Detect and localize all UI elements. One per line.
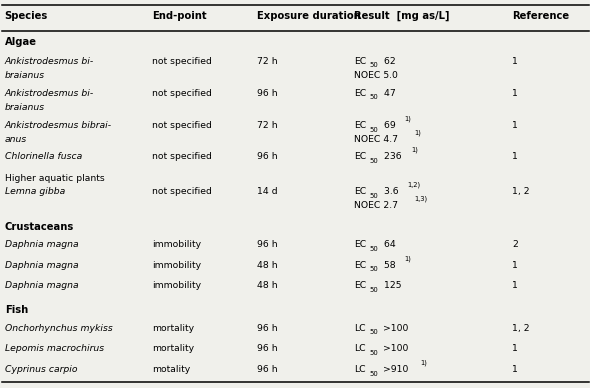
Text: 2: 2: [512, 240, 518, 249]
Text: End-point: End-point: [152, 10, 207, 21]
Text: 96 h: 96 h: [257, 344, 277, 353]
Text: anus: anus: [5, 135, 27, 144]
Text: 50: 50: [370, 287, 379, 293]
Text: LC: LC: [354, 324, 366, 333]
Text: 50: 50: [370, 126, 379, 132]
Text: not specified: not specified: [152, 57, 212, 66]
Text: 72 h: 72 h: [257, 57, 277, 66]
Text: 1: 1: [512, 57, 518, 66]
Text: Lepomis macrochirus: Lepomis macrochirus: [5, 344, 104, 353]
Text: EC: EC: [354, 152, 366, 161]
Text: 1: 1: [512, 121, 518, 130]
Text: 1: 1: [512, 261, 518, 270]
Text: 50: 50: [370, 267, 379, 272]
Text: Daphnia magna: Daphnia magna: [5, 261, 78, 270]
Text: immobility: immobility: [152, 240, 201, 249]
Text: mortality: mortality: [152, 344, 194, 353]
Text: >100: >100: [381, 324, 409, 333]
Text: Onchorhynchus mykiss: Onchorhynchus mykiss: [5, 324, 113, 333]
Text: not specified: not specified: [152, 89, 212, 98]
Text: 1: 1: [512, 281, 518, 291]
Text: Daphnia magna: Daphnia magna: [5, 240, 78, 249]
Text: 96 h: 96 h: [257, 152, 277, 161]
Text: Result  [mg as/L]: Result [mg as/L]: [354, 10, 450, 21]
Text: 50: 50: [370, 193, 379, 199]
Text: 50: 50: [370, 246, 379, 252]
Text: not specified: not specified: [152, 121, 212, 130]
Text: 69: 69: [381, 121, 399, 130]
Text: Ankistrodesmus bi-: Ankistrodesmus bi-: [5, 89, 94, 98]
Text: EC: EC: [354, 261, 366, 270]
Text: EC: EC: [354, 240, 366, 249]
Text: 1, 2: 1, 2: [512, 324, 530, 333]
Text: Fish: Fish: [5, 305, 28, 315]
Text: 236: 236: [381, 152, 405, 161]
Text: Daphnia magna: Daphnia magna: [5, 281, 78, 291]
Text: 1: 1: [512, 152, 518, 161]
Text: not specified: not specified: [152, 187, 212, 196]
Text: Reference: Reference: [512, 10, 569, 21]
Text: EC: EC: [354, 89, 366, 98]
Text: EC: EC: [354, 57, 366, 66]
Text: braianus: braianus: [5, 103, 45, 112]
Text: 48 h: 48 h: [257, 281, 277, 291]
Text: Exposure duration: Exposure duration: [257, 10, 360, 21]
Text: 1, 2: 1, 2: [512, 187, 530, 196]
Text: Ankistrodesmus bi-: Ankistrodesmus bi-: [5, 57, 94, 66]
Text: 50: 50: [370, 62, 379, 68]
Text: 96 h: 96 h: [257, 365, 277, 374]
Text: 96 h: 96 h: [257, 324, 277, 333]
Text: 64: 64: [381, 240, 396, 249]
Text: braianus: braianus: [5, 71, 45, 80]
Text: immobility: immobility: [152, 281, 201, 291]
Text: Chlorinella fusca: Chlorinella fusca: [5, 152, 82, 161]
Text: 96 h: 96 h: [257, 89, 277, 98]
Text: 1): 1): [421, 359, 428, 366]
Text: Crustaceans: Crustaceans: [5, 222, 74, 232]
Text: 1): 1): [404, 255, 411, 262]
Text: immobility: immobility: [152, 261, 201, 270]
Text: >100: >100: [381, 344, 409, 353]
Text: mortality: mortality: [152, 324, 194, 333]
Text: 1: 1: [512, 89, 518, 98]
Text: 1,3): 1,3): [415, 196, 428, 202]
Text: 1,2): 1,2): [408, 182, 421, 188]
Text: 96 h: 96 h: [257, 240, 277, 249]
Text: Lemna gibba: Lemna gibba: [5, 187, 65, 196]
Text: 50: 50: [369, 350, 378, 356]
Text: 62: 62: [381, 57, 396, 66]
Text: NOEC 2.7: NOEC 2.7: [354, 201, 401, 210]
Text: Species: Species: [5, 10, 48, 21]
Text: Algae: Algae: [5, 38, 37, 47]
Text: not specified: not specified: [152, 152, 212, 161]
Text: 48 h: 48 h: [257, 261, 277, 270]
Text: LC: LC: [354, 344, 366, 353]
Text: 14 d: 14 d: [257, 187, 277, 196]
Text: 50: 50: [369, 371, 378, 377]
Text: 1: 1: [512, 365, 518, 374]
Text: 50: 50: [370, 94, 379, 100]
Text: Ankistrodesmus bibrai-: Ankistrodesmus bibrai-: [5, 121, 112, 130]
Text: 47: 47: [381, 89, 396, 98]
Text: motality: motality: [152, 365, 191, 374]
Text: 125: 125: [381, 281, 402, 291]
Text: 3.6: 3.6: [381, 187, 402, 196]
Text: 1): 1): [412, 147, 418, 153]
Text: >910: >910: [381, 365, 412, 374]
Text: 1: 1: [512, 344, 518, 353]
Text: 1): 1): [404, 115, 411, 121]
Text: EC: EC: [354, 187, 366, 196]
Text: EC: EC: [354, 281, 366, 291]
Text: 72 h: 72 h: [257, 121, 277, 130]
Text: 58: 58: [381, 261, 399, 270]
Text: 50: 50: [370, 158, 379, 164]
Text: 50: 50: [369, 329, 378, 335]
Text: NOEC 4.7: NOEC 4.7: [354, 135, 401, 144]
Text: NOEC 5.0: NOEC 5.0: [354, 71, 398, 80]
Text: EC: EC: [354, 121, 366, 130]
Text: Cyprinus carpio: Cyprinus carpio: [5, 365, 77, 374]
Text: 1): 1): [415, 129, 421, 136]
Text: LC: LC: [354, 365, 366, 374]
Text: Higher aquatic plants: Higher aquatic plants: [5, 174, 104, 183]
